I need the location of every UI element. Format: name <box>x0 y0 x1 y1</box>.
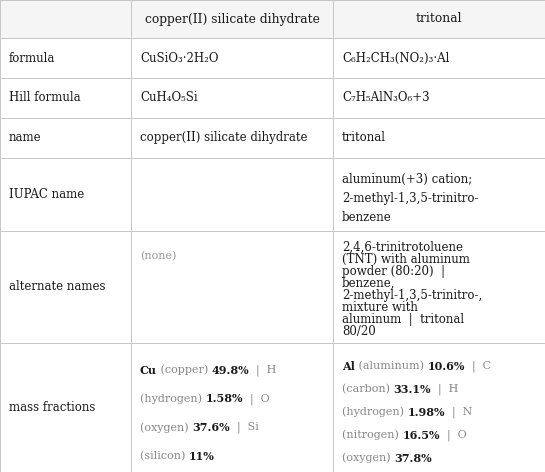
Text: C₇H₅AlN₃O₆+3: C₇H₅AlN₃O₆+3 <box>342 92 429 104</box>
Bar <box>0 0 131 38</box>
Bar <box>0 343 131 472</box>
Text: mixture with: mixture with <box>342 301 418 314</box>
Text: alternate names: alternate names <box>9 280 106 294</box>
Text: IUPAC name: IUPAC name <box>9 188 84 201</box>
Bar <box>131 78 333 118</box>
Text: (hydrogen): (hydrogen) <box>342 407 408 417</box>
Text: benzene,: benzene, <box>342 277 396 290</box>
Text: 37.8%: 37.8% <box>394 453 432 464</box>
Text: |  Si: | Si <box>230 422 259 433</box>
Text: 11%: 11% <box>189 451 215 462</box>
Text: |  N: | N <box>445 406 473 418</box>
Text: 80/20: 80/20 <box>342 325 376 338</box>
Text: copper(II) silicate dihydrate: copper(II) silicate dihydrate <box>140 132 307 144</box>
Text: (copper): (copper) <box>157 365 212 375</box>
Text: 10.6%: 10.6% <box>427 361 465 371</box>
Text: C₆H₂CH₃(NO₂)₃·Al: C₆H₂CH₃(NO₂)₃·Al <box>342 51 450 65</box>
Bar <box>0 78 131 118</box>
Text: aluminum  |  tritonal: aluminum | tritonal <box>342 313 464 326</box>
Text: 1.58%: 1.58% <box>205 393 243 405</box>
Text: tritonal: tritonal <box>416 12 462 25</box>
Text: powder (80:20)  |: powder (80:20) | <box>342 265 445 278</box>
Text: 2-methyl-1,3,5-trinitro-,: 2-methyl-1,3,5-trinitro-, <box>342 289 482 302</box>
Text: Al: Al <box>342 361 355 371</box>
Text: |  O: | O <box>440 430 467 441</box>
Bar <box>0 118 131 158</box>
Text: (none): (none) <box>140 251 177 261</box>
Text: copper(II) silicate dihydrate: copper(II) silicate dihydrate <box>144 12 319 25</box>
Text: |  H: | H <box>431 383 458 395</box>
Text: |  O: | O <box>243 393 270 405</box>
Text: CuSiO₃·2H₂O: CuSiO₃·2H₂O <box>140 51 219 65</box>
Bar <box>333 78 545 118</box>
Bar <box>0 38 131 78</box>
Bar <box>333 158 545 231</box>
Text: 2-methyl-1,3,5-trinitro-: 2-methyl-1,3,5-trinitro- <box>342 192 479 205</box>
Text: |  H: | H <box>250 364 277 376</box>
Bar <box>0 158 131 231</box>
Text: |  C: | C <box>465 360 491 372</box>
Text: aluminum(+3) cation;: aluminum(+3) cation; <box>342 173 473 186</box>
Text: (TNT) with aluminum: (TNT) with aluminum <box>342 253 470 266</box>
Text: 33.1%: 33.1% <box>393 384 431 395</box>
Bar <box>333 38 545 78</box>
Text: 2,4,6-trinitrotoluene: 2,4,6-trinitrotoluene <box>342 241 463 254</box>
Text: CuH₄O₅Si: CuH₄O₅Si <box>140 92 198 104</box>
Bar <box>131 0 333 38</box>
Text: (nitrogen): (nitrogen) <box>342 430 402 440</box>
Text: 49.8%: 49.8% <box>212 365 250 376</box>
Text: Cu: Cu <box>140 365 157 376</box>
Text: benzene: benzene <box>342 211 392 224</box>
Text: 16.5%: 16.5% <box>402 430 440 440</box>
Bar <box>131 343 333 472</box>
Bar <box>0 231 131 343</box>
Text: (aluminum): (aluminum) <box>355 361 427 371</box>
Text: (carbon): (carbon) <box>342 384 393 394</box>
Text: 37.6%: 37.6% <box>192 422 230 433</box>
Bar <box>131 38 333 78</box>
Text: (oxygen): (oxygen) <box>140 422 192 433</box>
Text: mass fractions: mass fractions <box>9 401 95 414</box>
Text: (silicon): (silicon) <box>140 451 189 462</box>
Bar <box>131 118 333 158</box>
Text: Hill formula: Hill formula <box>9 92 81 104</box>
Bar <box>333 0 545 38</box>
Text: 1.98%: 1.98% <box>408 406 445 418</box>
Text: name: name <box>9 132 41 144</box>
Bar <box>131 231 333 343</box>
Bar <box>333 343 545 472</box>
Text: (hydrogen): (hydrogen) <box>140 394 205 404</box>
Text: formula: formula <box>9 51 56 65</box>
Bar <box>333 231 545 343</box>
Bar <box>0 0 545 38</box>
Text: tritonal: tritonal <box>342 132 386 144</box>
Bar <box>333 118 545 158</box>
Text: (oxygen): (oxygen) <box>342 453 394 464</box>
Bar <box>131 158 333 231</box>
